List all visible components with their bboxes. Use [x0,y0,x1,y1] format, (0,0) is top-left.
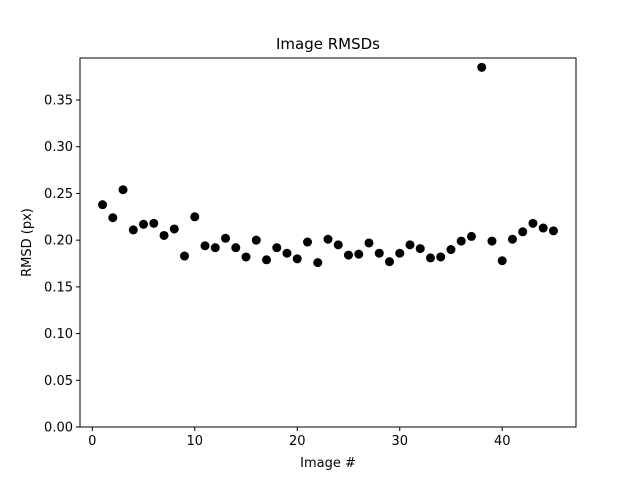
data-point [477,62,487,72]
data-point [251,235,261,245]
data-point [446,245,456,255]
y-tick-label: 0.20 [44,234,73,249]
data-point [497,256,507,266]
data-point [354,249,364,259]
data-point [384,257,394,267]
data-point [425,253,435,263]
x-tick-label: 0 [88,434,96,449]
y-tick-label: 0.10 [44,327,73,342]
data-point [333,240,343,250]
data-point [548,226,558,236]
data-point [313,258,323,268]
data-point [323,234,333,244]
data-point [149,218,159,228]
data-point [364,238,374,248]
data-point [395,248,405,258]
data-point [98,200,108,210]
data-point [262,255,272,265]
data-point [221,233,231,243]
y-tick-label: 0.35 [44,94,73,109]
y-axis-title: RMSD (px) [20,208,35,277]
x-tick-label: 10 [187,434,204,449]
y-tick-label: 0.00 [44,421,73,436]
data-point [210,243,220,253]
data-point [200,241,210,251]
chart-title: Image RMSDs [276,35,380,53]
data-point [118,185,128,195]
data-point [231,243,241,253]
data-point [190,212,200,222]
axis-ticks: 0 10 20 30 40 0.00 0.05 0.10 0.15 0.20 0.25 0.30 0.3… [44,94,510,449]
data-point [528,218,538,228]
data-point [241,252,251,262]
data-point [374,248,384,258]
data-point [538,223,548,233]
data-point [159,230,169,240]
data-point [169,224,179,234]
data-point [108,213,118,223]
data-point [282,248,292,258]
data-point [303,237,313,247]
data-point [415,244,425,254]
y-tick-label: 0.25 [44,187,73,202]
data-point [456,236,466,246]
data-point [343,250,353,260]
data-point [139,219,149,229]
x-tick-label: 20 [289,434,306,449]
data-point [487,236,497,246]
data-point [128,225,138,235]
y-tick-label: 0.15 [44,280,73,295]
data-point [518,227,528,237]
plot-frame [79,57,577,428]
x-tick-label: 40 [494,434,511,449]
data-point [272,243,282,253]
x-tick-label: 30 [391,434,408,449]
data-point [466,231,476,241]
y-tick-label: 0.05 [44,374,73,389]
data-point [405,240,415,250]
y-tick-label: 0.30 [44,140,73,155]
data-point [507,234,517,244]
x-axis-title: Image # [300,456,356,471]
data-point [180,251,190,261]
data-point [436,252,446,262]
data-point [292,254,302,264]
data-points [98,62,558,268]
